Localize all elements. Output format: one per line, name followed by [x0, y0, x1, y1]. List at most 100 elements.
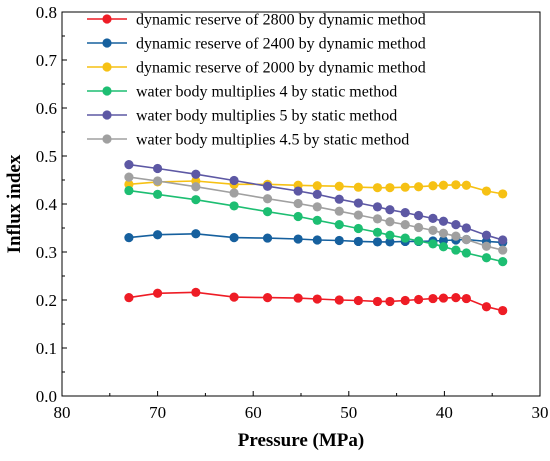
data-point	[400, 208, 410, 218]
data-point	[293, 234, 303, 244]
data-point	[481, 253, 492, 263]
data-point	[153, 288, 163, 298]
data-point	[124, 172, 134, 182]
legend-label: water body multiplies 4.5 by static meth…	[136, 132, 409, 149]
legend-label: dynamic reserve of 2800 by dynamic metho…	[136, 12, 426, 29]
data-point	[312, 181, 322, 191]
data-point	[191, 229, 201, 239]
data-point	[191, 287, 201, 297]
x-tick-label: 40	[436, 403, 453, 422]
data-point	[334, 181, 344, 191]
y-tick-label: 0.3	[36, 243, 57, 262]
data-point	[385, 296, 395, 307]
data-point	[372, 183, 383, 193]
legend-item-1: dynamic reserve of 2800 by dynamic metho…	[87, 12, 426, 29]
data-point	[438, 293, 449, 303]
data-point	[498, 257, 508, 267]
data-point	[438, 242, 449, 252]
data-point	[353, 223, 363, 234]
data-point	[428, 181, 438, 191]
data-point	[451, 180, 461, 190]
legend-item-4: water body multiplies 4 by static method	[87, 84, 397, 101]
data-point	[481, 230, 492, 240]
series-4	[124, 185, 508, 267]
data-point	[262, 293, 273, 303]
data-point	[262, 181, 273, 191]
data-point	[334, 206, 344, 216]
data-point	[481, 186, 492, 196]
data-point	[262, 207, 273, 217]
data-point	[385, 230, 395, 240]
data-point	[428, 213, 438, 223]
data-point	[153, 189, 163, 199]
data-point	[451, 231, 461, 241]
data-point	[413, 182, 424, 192]
data-point	[334, 220, 344, 230]
data-point	[461, 180, 471, 190]
x-tick-label: 60	[245, 403, 262, 422]
y-tick-label: 0.2	[36, 291, 57, 310]
data-point	[481, 302, 492, 312]
data-point	[400, 182, 410, 192]
x-tick-label: 70	[149, 403, 166, 422]
data-point	[372, 202, 383, 212]
data-point	[262, 233, 273, 243]
data-point	[428, 225, 438, 235]
data-point	[293, 211, 303, 222]
data-point	[293, 293, 303, 303]
y-tick-label: 0.7	[36, 51, 58, 70]
data-point	[451, 220, 461, 230]
data-point	[153, 176, 163, 186]
series-layer	[124, 160, 508, 316]
data-point	[353, 182, 363, 192]
data-point	[124, 293, 134, 303]
data-point	[153, 163, 163, 174]
data-point	[191, 195, 201, 205]
data-point	[293, 198, 303, 209]
y-tick-label: 0.4	[36, 195, 58, 214]
x-axis-title: Pressure (MPa)	[238, 430, 364, 451]
data-point	[124, 185, 134, 196]
data-point	[124, 233, 134, 243]
legend-marker	[102, 38, 112, 48]
data-point	[498, 189, 508, 199]
data-point	[438, 216, 449, 226]
data-point	[385, 217, 395, 227]
data-point	[438, 180, 449, 190]
data-point	[400, 220, 410, 230]
data-point	[385, 183, 395, 193]
data-point	[385, 205, 395, 215]
series-2	[124, 229, 508, 247]
data-point	[461, 293, 471, 304]
data-point	[461, 223, 471, 233]
legend-item-2: dynamic reserve of 2400 by dynamic metho…	[87, 36, 426, 53]
data-point	[413, 294, 424, 305]
data-point	[312, 189, 322, 199]
legend-item-5: water body multiplies 5 by static method	[87, 108, 397, 125]
y-tick-label: 0.0	[36, 387, 57, 406]
data-point	[372, 296, 383, 307]
series-5	[124, 160, 508, 245]
data-point	[438, 228, 449, 238]
plot-area: 80 70 60 50 40 30 0.0 0.1 0.2 0.3 0.4 0.5 0.6 0.7 0.8	[36, 3, 549, 422]
data-point	[229, 188, 239, 198]
data-point	[413, 236, 424, 246]
data-point	[312, 202, 322, 212]
legend-marker	[102, 134, 112, 144]
legend-label: dynamic reserve of 2000 by dynamic metho…	[136, 60, 426, 77]
data-point	[229, 175, 239, 186]
legend-label: water body multiplies 5 by static method	[136, 108, 397, 125]
x-axis: 80 70 60 50 40 30	[54, 391, 549, 422]
data-point	[353, 198, 363, 208]
data-point	[413, 210, 424, 221]
data-point	[191, 182, 201, 192]
data-point	[334, 194, 344, 204]
data-point	[312, 215, 322, 225]
y-axis: 0.0 0.1 0.2 0.3 0.4 0.5 0.6 0.7 0.8	[36, 3, 67, 406]
legend-label: water body multiplies 4 by static method	[136, 84, 397, 101]
data-point	[191, 169, 201, 179]
data-point	[124, 160, 134, 170]
data-point	[428, 239, 438, 249]
data-point	[498, 305, 508, 316]
